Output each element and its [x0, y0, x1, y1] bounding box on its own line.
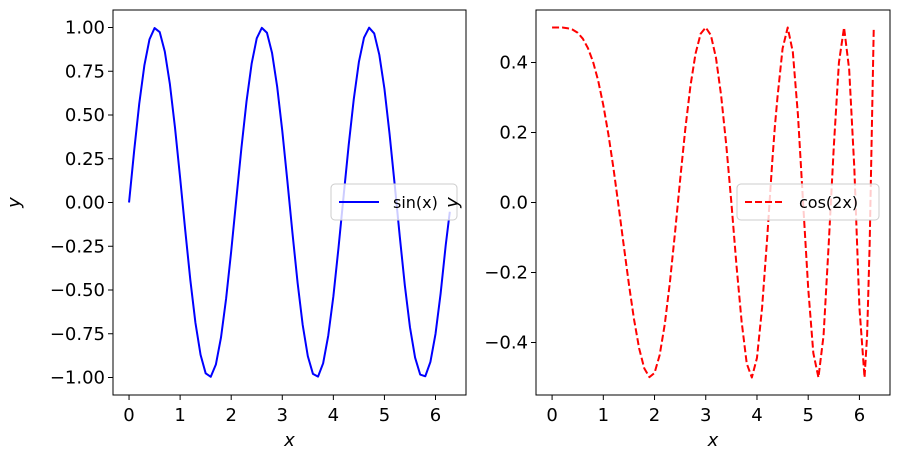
x-tick-label: 2 — [225, 405, 236, 426]
legend: cos(2x) — [736, 183, 880, 221]
x-tick-label: 1 — [174, 405, 185, 426]
y-tick-label: −0.2 — [484, 263, 528, 284]
legend-label: cos(2x) — [799, 193, 858, 212]
subplot-2: 0 1 2 3 4 5 6 −0.4 −0.2 0.0 0.2 0.4 x y cos(2x) — [442, 9, 891, 451]
x-tick-label: 3 — [277, 405, 288, 426]
x-tick-label: 4 — [328, 405, 339, 426]
x-tick-label: 4 — [751, 405, 762, 426]
y-tick-label: 0.4 — [499, 53, 528, 74]
y-axis-label: y — [442, 197, 463, 209]
legend-box — [330, 183, 458, 221]
y-tick-label: −1.00 — [50, 368, 105, 389]
y-tick-label: 0.2 — [499, 123, 528, 144]
y-tick-label: 0.25 — [65, 149, 105, 170]
y-tick-label: −0.50 — [50, 280, 105, 301]
y-tick-label: −0.75 — [50, 324, 105, 345]
x-tick-label: 6 — [430, 405, 441, 426]
y-tick-label: 0.00 — [65, 193, 105, 214]
legend-box — [736, 183, 880, 221]
x-tick-label: 0 — [546, 405, 557, 426]
y-tick-label: 0.0 — [499, 193, 528, 214]
y-tick-label: 1.00 — [65, 18, 105, 39]
y-tick-label: 0.75 — [65, 61, 105, 82]
x-tick-label: 0 — [123, 405, 134, 426]
x-axis-label: x — [707, 430, 719, 451]
legend: sin(x) — [330, 183, 458, 221]
x-tick-label: 1 — [598, 405, 609, 426]
x-axis-label: x — [283, 430, 295, 451]
y-tick-label: −0.25 — [50, 236, 105, 257]
x-tick-label: 2 — [649, 405, 660, 426]
x-tick-label: 3 — [700, 405, 711, 426]
series-line-2-1 — [552, 26, 875, 379]
x-tick-label: 6 — [854, 405, 865, 426]
legend-label: sin(x) — [393, 193, 438, 212]
subplot-1: 0 1 2 3 4 5 6 −1.00 −0.75 −0.50 −0.25 0.00 0.25 0.50 0… — [4, 9, 467, 451]
y-tick-label: −0.4 — [484, 333, 528, 354]
x-tick-label: 5 — [802, 405, 813, 426]
y-axis-label: y — [4, 197, 25, 209]
x-tick-label: 5 — [379, 405, 390, 426]
y-tick-label: 0.50 — [65, 105, 105, 126]
